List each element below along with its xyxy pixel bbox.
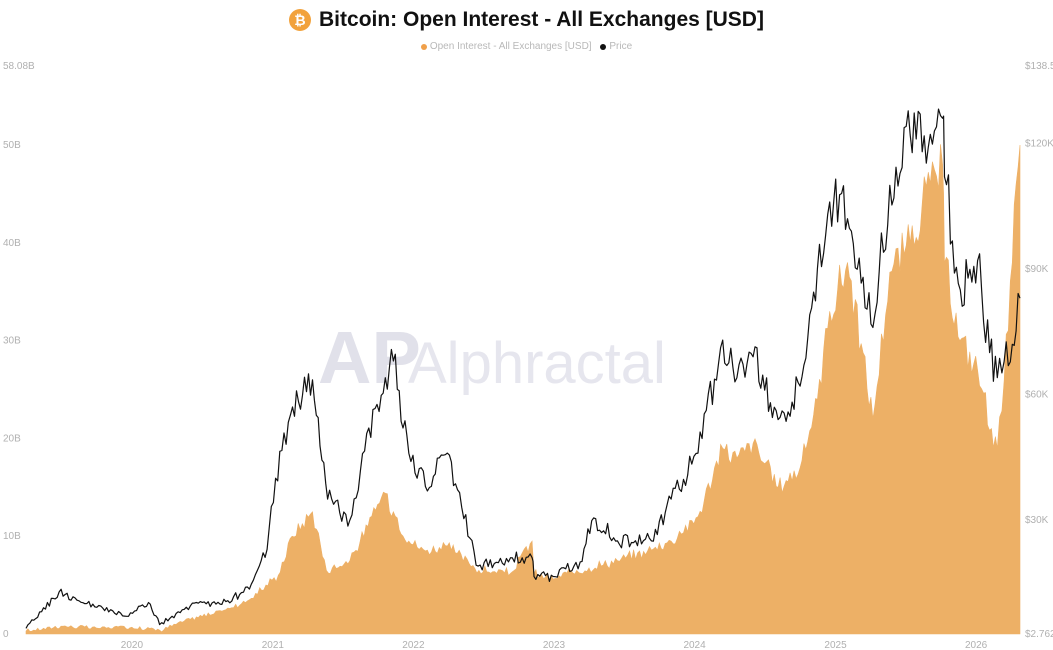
series-area-open-interest [25, 144, 1021, 635]
left-axis-tick-label-6: 58.08B [3, 61, 35, 72]
left-axis-tick-label-3: 30B [3, 336, 21, 347]
right-axis-tick-label-2: $60K [1025, 389, 1049, 400]
left-axis-tick-label-1: 10B [3, 531, 21, 542]
right-axis-tick-label-3: $90K [1025, 264, 1049, 275]
chart-legend: Open Interest - All Exchanges [USD] Pric… [0, 41, 1053, 53]
left-axis-tick-label-0: 0 [3, 629, 9, 640]
x-axis: 2020 2021 2022 2023 2024 2025 2026 [121, 640, 988, 650]
legend-marker-open-interest [420, 43, 427, 50]
legend-item-price[interactable]: Price [600, 41, 632, 52]
chart-title: Bitcoin: Open Interest - All Exchanges [… [319, 8, 764, 31]
x-axis-tick-label-2025: 2025 [824, 640, 847, 650]
chart-header: ₿ Bitcoin: Open Interest - All Exchanges… [0, 8, 1053, 32]
chart-title-group: ₿ Bitcoin: Open Interest - All Exchanges… [289, 8, 764, 32]
right-axis-tick-label-5: $138.5K [1025, 61, 1053, 72]
x-axis-tick-label-2024: 2024 [683, 640, 706, 650]
left-axis-tick-label-2: 20B [3, 433, 21, 444]
bitcoin-icon: ₿ [289, 9, 312, 31]
right-axis-tick-label-1: $30K [1025, 515, 1049, 526]
legend-marker-price [600, 43, 607, 50]
legend-item-open-interest[interactable]: Open Interest - All Exchanges [USD] [420, 41, 592, 52]
watermark-logo: AP [318, 316, 421, 399]
x-axis-tick-label-2026: 2026 [965, 640, 988, 650]
legend-label-open-interest: Open Interest - All Exchanges [USD] [429, 41, 592, 52]
legend-label-price: Price [609, 41, 633, 52]
watermark-brand: Alphractal [408, 331, 666, 396]
series-line-price [25, 108, 1021, 629]
left-axis-tick-label-4: 40B [3, 238, 21, 249]
left-axis-tick-label-5: 50B [3, 140, 21, 151]
watermark: AP Alphractal [318, 316, 666, 399]
right-y-axis: $2.762K $30K $60K $90K $120K $138.5K [1025, 61, 1053, 640]
right-axis-tick-label-0: $2.762K [1025, 629, 1053, 640]
x-axis-tick-label-2023: 2023 [543, 640, 566, 650]
left-y-axis: 0 10B 20B 30B 40B 50B 58.08B [3, 61, 35, 640]
series-layer [25, 108, 1021, 635]
right-axis-tick-label-4: $120K [1025, 138, 1053, 149]
x-axis-tick-label-2022: 2022 [402, 640, 425, 650]
x-axis-tick-label-2021: 2021 [262, 640, 285, 650]
x-axis-tick-label-2020: 2020 [121, 640, 144, 650]
